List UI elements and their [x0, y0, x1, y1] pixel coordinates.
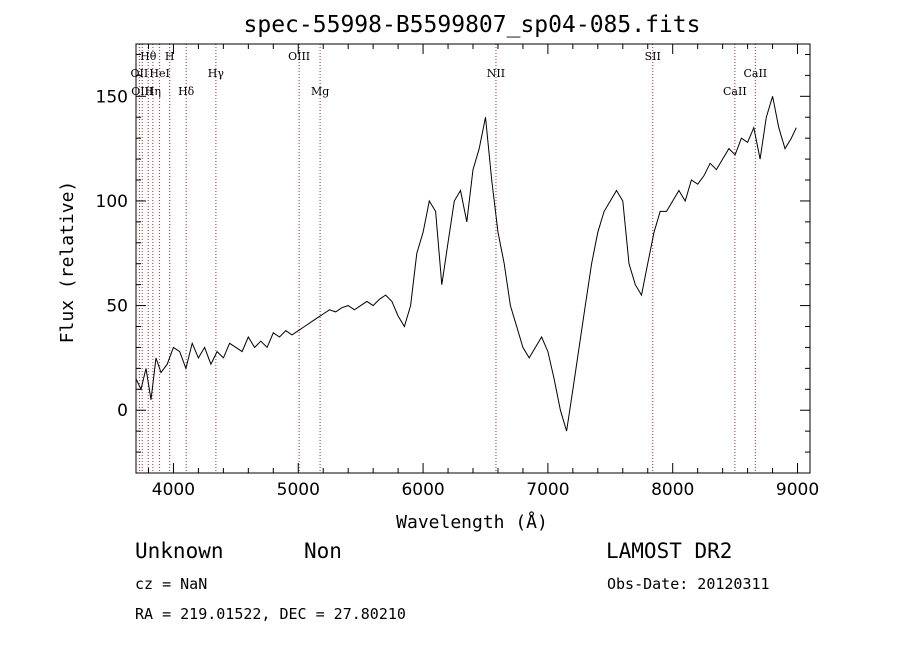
- spectrum-line: [135, 96, 797, 432]
- chart-title: spec-55998-B5599807_sp04-085.fits: [244, 12, 701, 38]
- plot-frame: [135, 43, 811, 474]
- x-tick-label: 9000: [776, 480, 819, 500]
- x-tick-label: 8000: [651, 480, 694, 500]
- x-tick-label: 6000: [401, 480, 444, 500]
- x-tick-label: 5000: [277, 480, 320, 500]
- x-axis-label: Wavelength (Å): [396, 511, 548, 533]
- line-marker-label: CaII: [743, 67, 767, 80]
- line-marker-label: OIII: [131, 85, 153, 98]
- y-tick-label: 50: [106, 297, 128, 317]
- y-tick-label: 150: [96, 87, 128, 107]
- line-marker-label: CaII: [723, 85, 747, 98]
- object-class: Unknown: [135, 539, 224, 563]
- object-subclass: Non: [304, 539, 342, 563]
- line-marker-label: Hγ: [208, 67, 225, 80]
- y-axis-ticks: 0 50 100 150: [96, 53, 810, 453]
- redshift-cz: cz = NaN: [135, 575, 207, 593]
- line-marker-label: Hδ: [178, 85, 195, 98]
- line-marker-label: Hη: [145, 85, 161, 98]
- line-marker-label: H: [165, 50, 175, 63]
- y-tick-label: 0: [117, 401, 128, 421]
- line-marker-label: OII: [131, 67, 149, 80]
- coordinates: RA = 219.01522, DEC = 27.80210: [135, 605, 406, 623]
- obs-date: Obs-Date: 20120311: [607, 575, 770, 593]
- line-marker-label: Mg: [311, 85, 329, 98]
- x-tick-label: 7000: [526, 480, 569, 500]
- x-axis-ticks: 4000 5000 6000 7000 8000 9000: [147, 44, 819, 500]
- line-marker-label: Hθ: [140, 50, 157, 63]
- line-marker-label: HeI: [149, 67, 169, 80]
- line-marker-label: OIII: [288, 50, 310, 63]
- line-marker-label: SII: [645, 50, 661, 63]
- line-marker-label: NII: [487, 67, 505, 80]
- y-tick-label: 100: [96, 192, 128, 212]
- y-axis-label: Flux (relative): [57, 181, 78, 344]
- x-tick-label: 4000: [152, 480, 195, 500]
- survey-name: LAMOST DR2: [606, 539, 732, 563]
- emission-line-markers: [138, 44, 756, 473]
